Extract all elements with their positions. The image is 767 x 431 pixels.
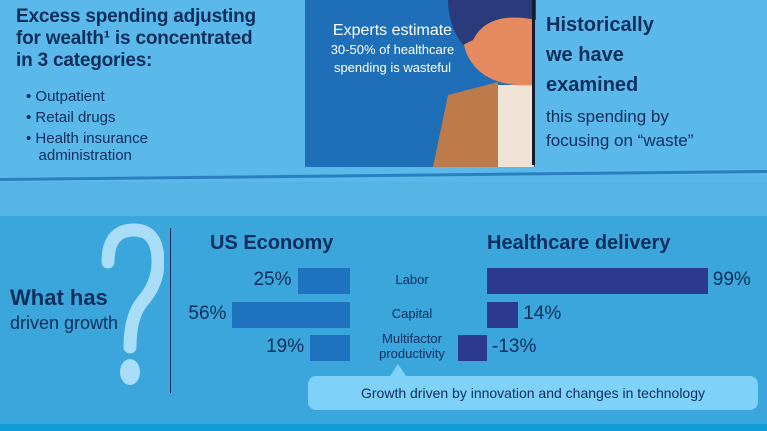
growth-title: What has <box>10 285 108 310</box>
excess-spending-heading: Excess spending adjusting for wealth¹ is … <box>16 6 256 71</box>
category-capital: Capital <box>391 306 433 321</box>
historically-rest-1: this spending by <box>546 107 669 126</box>
healthcare-label-0: 99% <box>712 269 751 290</box>
experts-line1: Experts estimate <box>332 22 453 39</box>
callout-tip <box>390 364 406 376</box>
person-illustration <box>433 0 536 167</box>
healthcare-label-2: -13% <box>492 336 537 357</box>
healthcare-bar-0 <box>487 268 708 294</box>
healthcare-heading: Healthcare delivery <box>487 232 671 254</box>
us-economy-heading: US Economy <box>210 232 334 254</box>
growth-subtitle: driven growth <box>10 313 119 333</box>
healthcare-label-1: 14% <box>523 303 562 324</box>
healthcare-bar-1 <box>487 302 519 328</box>
speech-tip <box>730 196 750 210</box>
bullet-retail-drugs: • Retail drugs <box>26 109 116 126</box>
historically-bold-1: Historically <box>546 14 654 36</box>
category-labor: Labor <box>395 272 429 287</box>
bullet-outpatient: • Outpatient <box>26 88 105 105</box>
us-label-0: 25% <box>253 269 292 290</box>
historically-bold-2: we have <box>546 44 624 66</box>
category-multifactor: Multifactor productivity <box>379 331 445 361</box>
healthcare-bar-2 <box>458 335 487 361</box>
historically-bold-3: examined <box>546 74 639 96</box>
us-label-2: 19% <box>266 336 305 357</box>
us-label-1: 56% <box>188 303 227 324</box>
historically-rest-2: focusing on “waste” <box>546 131 694 150</box>
us-bar-0 <box>297 268 350 294</box>
callout-innovation: Growth driven by innovation and changes … <box>308 376 758 410</box>
question-mark-icon <box>101 223 164 385</box>
bottom-strip <box>0 424 767 431</box>
experts-line3: spending is wasteful <box>333 60 452 75</box>
band <box>0 182 767 216</box>
us-bar-2 <box>310 335 350 361</box>
bullet-health-insurance: • Health insurance administration <box>26 130 148 164</box>
us-bar-1 <box>232 302 350 328</box>
experts-line2: 30-50% of healthcare <box>330 42 455 57</box>
divider-line <box>170 228 171 393</box>
